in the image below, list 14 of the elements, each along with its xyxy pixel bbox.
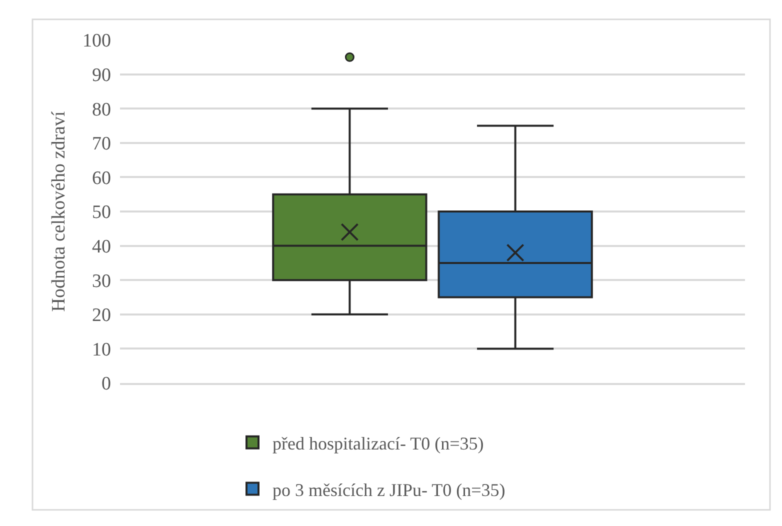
y-tick-label: 80 xyxy=(92,99,111,120)
y-tick-label: 100 xyxy=(82,30,111,52)
y-tick-label: 50 xyxy=(92,202,111,224)
y-tick-label: 0 xyxy=(102,374,111,395)
y-axis-title: Hodnota celkového zdraví xyxy=(48,110,70,312)
legend-label: po 3 měsících z JIPu- T0 (n=35) xyxy=(272,480,506,500)
y-tick-label: 70 xyxy=(92,134,111,155)
y-tick-label: 60 xyxy=(92,168,111,189)
y-tick-label: 30 xyxy=(92,270,111,292)
y-tick-label: 40 xyxy=(92,236,111,258)
y-tick-label: 90 xyxy=(92,64,111,86)
y-tick-label: 10 xyxy=(92,339,111,360)
y-tick-label: 20 xyxy=(92,305,111,326)
legend-label: před hospitalizací- T0 (n=35) xyxy=(272,433,484,454)
